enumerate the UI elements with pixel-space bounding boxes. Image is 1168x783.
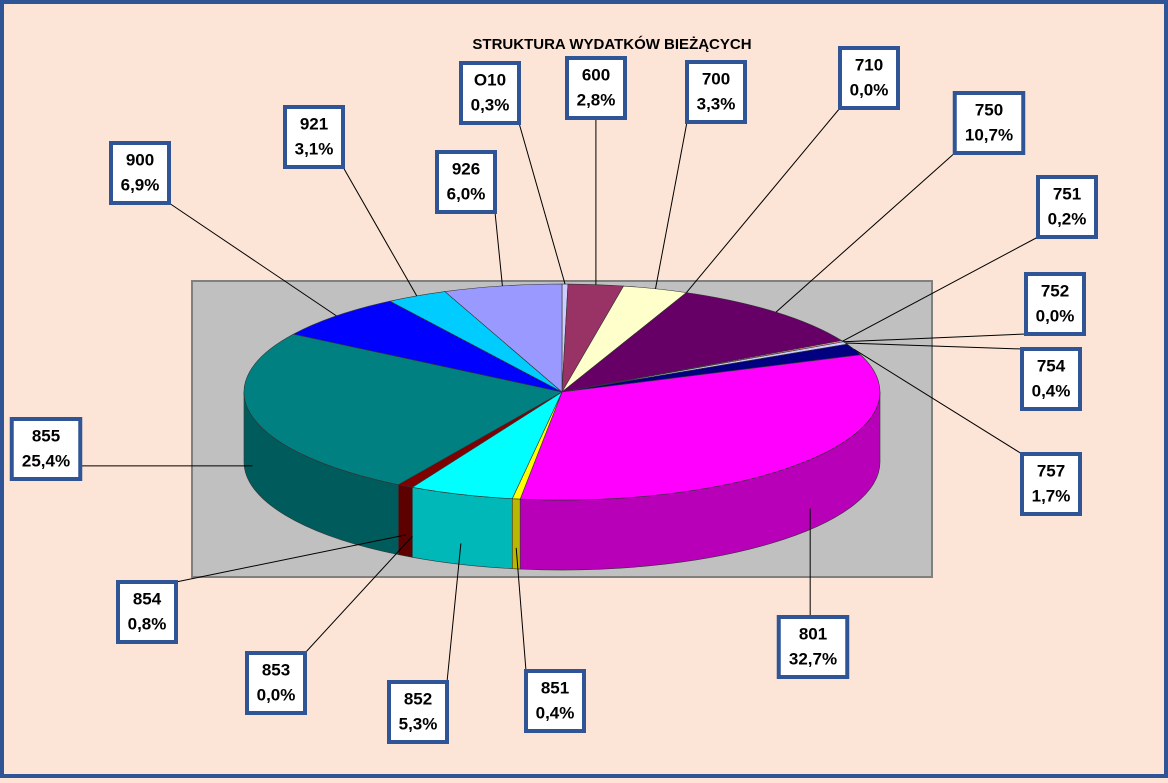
label-box [524,669,586,733]
category-label: 751 [1053,184,1081,203]
leader-line [843,333,1027,343]
category-label: 851 [541,678,569,697]
chart-title: STRUKTURA WYDATKÓW BIEŻĄCYCH [472,35,751,53]
value-label: 0,0% [1036,306,1075,325]
label-box [283,105,345,169]
leader-line [304,535,413,654]
leader-line [845,342,1023,350]
category-label: 900 [126,150,154,169]
label-box [116,580,178,644]
leader-line [446,543,462,683]
category-label: 754 [1037,356,1066,375]
pie-slice [243,333,563,485]
label-box [776,615,850,679]
label-box [459,61,521,125]
value-label: 1,7% [1032,486,1071,505]
value-label: 0,4% [1032,381,1071,400]
category-label: 801 [799,624,827,643]
value-label: 32,7% [789,649,837,668]
category-label: 750 [975,100,1003,119]
label-box [685,60,747,124]
category-label: 855 [32,426,60,445]
value-label: 3,1% [295,139,334,158]
value-label: 3,3% [697,94,736,113]
value-label: 2,8% [577,90,616,109]
labels: O10 0,3% 600 2,8% 700 3,3% 710 0,0% 750 10,7% 751 0… [9,46,1098,744]
category-label: 757 [1037,461,1065,480]
leader-line [168,202,337,317]
category-label: 710 [855,55,883,74]
value-label: 0,3% [471,95,510,114]
value-label: 0,0% [257,685,296,704]
category-label: 600 [582,65,610,84]
category-label: 921 [300,114,328,133]
category-label: 854 [133,589,162,608]
label-box [9,417,83,481]
pie-sides [243,391,881,571]
label-box [109,141,171,205]
label-box [838,46,900,110]
pie-slice [444,283,563,393]
label-box [1036,175,1098,239]
leader-line [655,121,688,289]
category-label: 700 [702,69,730,88]
value-label: 25,4% [22,451,70,470]
value-label: 0,4% [536,703,575,722]
label-box [1024,272,1086,336]
leader-line [175,534,406,583]
category-label: 853 [262,660,290,679]
pie-side [412,486,513,569]
label-box [435,150,497,214]
category-label: 926 [452,159,480,178]
leader-line [342,166,418,297]
label-box [245,651,307,715]
value-label: 5,3% [399,714,438,733]
label-box [387,680,449,744]
leader-line [515,547,527,672]
label-box [952,91,1026,155]
leader-line [853,348,1023,455]
leader-line [494,211,503,286]
category-label: 852 [404,689,432,708]
value-label: 0,0% [850,80,889,99]
pie-slice [561,292,843,393]
value-label: 0,8% [128,614,167,633]
value-label: 0,2% [1048,209,1087,228]
leader-line [686,107,841,293]
category-label: O10 [474,70,506,89]
value-label: 6,9% [121,175,160,194]
leader-line [842,236,1039,342]
pie-side [398,484,413,558]
leader-line [775,152,956,313]
value-label: 10,7% [965,125,1013,144]
pie-slice [519,354,881,501]
label-box [565,56,627,120]
pie-tops [243,283,881,501]
pie-side [511,498,521,570]
leader-line [518,122,566,285]
category-label: 752 [1041,281,1069,300]
label-box [1020,347,1082,411]
label-box [1020,452,1082,516]
value-label: 6,0% [447,184,486,203]
